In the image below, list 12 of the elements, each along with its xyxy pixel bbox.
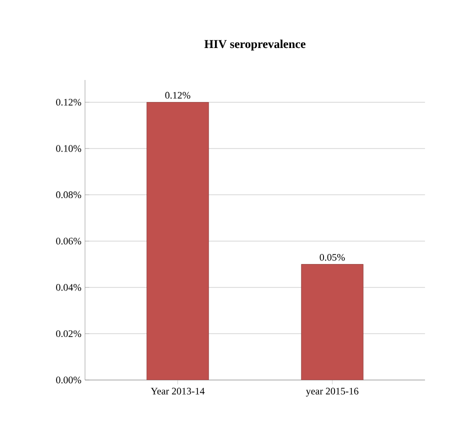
y-tick-label: 0.04%	[56, 284, 82, 291]
chart-title: HIV seroprevalence	[204, 40, 306, 50]
y-tick-label: 0.06%	[56, 238, 82, 244]
x-tick-label: Year 2013-14	[150, 388, 205, 394]
y-tick-label: 0.12%	[56, 98, 82, 106]
y-tick-label: 0.10%	[56, 145, 82, 152]
y-tick-label: 0.00%	[56, 376, 82, 384]
y-tick-label: 0.02%	[56, 330, 82, 338]
y-tick-label: 0.08%	[56, 191, 82, 198]
data-label: 0.12%	[165, 92, 190, 99]
x-tick-label: year 2015-16	[306, 388, 358, 397]
data-label: 0.05%	[320, 254, 345, 261]
